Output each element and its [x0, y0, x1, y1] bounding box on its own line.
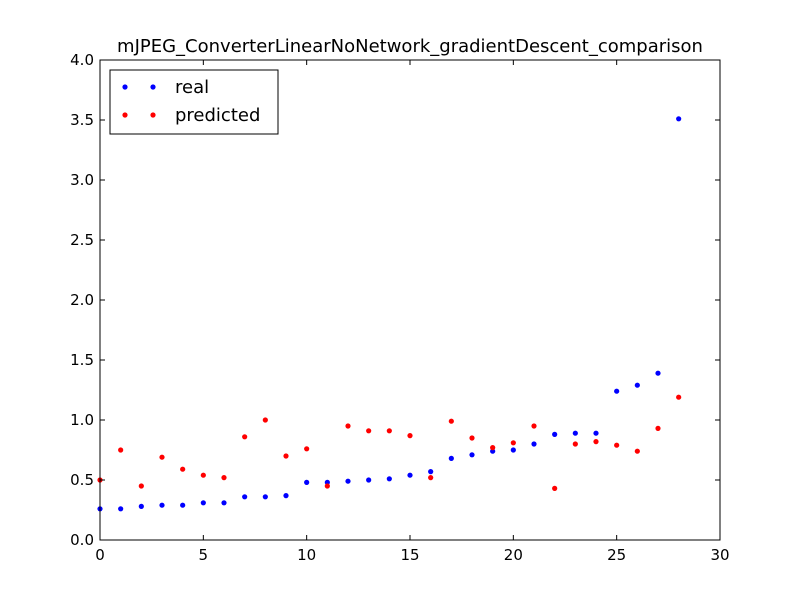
data-point-real — [490, 448, 496, 454]
data-point-predicted — [221, 475, 227, 481]
data-point-predicted — [490, 445, 496, 451]
x-tick-label: 0 — [95, 546, 105, 564]
x-tick-label: 10 — [297, 546, 316, 564]
data-point-predicted — [655, 425, 661, 431]
data-point-real — [634, 382, 640, 388]
y-tick-label: 2.5 — [70, 231, 94, 249]
data-point-real — [572, 430, 578, 436]
legend-box — [109, 69, 279, 135]
data-point-predicted — [138, 483, 144, 489]
data-point-real — [531, 441, 537, 447]
legend-label-real: real — [175, 77, 209, 98]
data-point-real — [138, 503, 144, 509]
data-point-real — [262, 494, 268, 500]
x-tick-label: 5 — [199, 546, 209, 564]
x-tick-label: 25 — [607, 546, 626, 564]
data-point-predicted — [572, 441, 578, 447]
y-tick-label: 3.0 — [70, 171, 94, 189]
data-point-predicted — [366, 428, 372, 434]
legend-marker-predicted — [150, 112, 156, 118]
y-tick-label: 1.0 — [70, 411, 94, 429]
data-point-real — [428, 469, 434, 475]
data-point-predicted — [118, 447, 124, 453]
data-point-real — [242, 494, 248, 500]
data-point-real — [324, 479, 330, 485]
data-point-predicted — [345, 423, 351, 429]
data-point-real — [552, 431, 558, 437]
x-tick-label: 15 — [400, 546, 419, 564]
data-point-real — [118, 506, 124, 512]
data-point-predicted — [386, 428, 392, 434]
data-point-real — [448, 455, 454, 461]
data-point-predicted — [407, 433, 413, 439]
data-point-predicted — [552, 485, 558, 491]
data-point-predicted — [159, 454, 165, 460]
y-tick-label: 3.5 — [70, 111, 94, 129]
data-point-predicted — [469, 435, 475, 441]
y-tick-label: 0.5 — [70, 471, 94, 489]
data-point-real — [614, 388, 620, 394]
data-point-predicted — [304, 446, 310, 452]
data-point-predicted — [448, 418, 454, 424]
data-point-real — [159, 502, 165, 508]
data-point-real — [283, 493, 289, 499]
legend-marker-predicted — [122, 112, 128, 118]
data-point-real — [221, 500, 227, 506]
data-point-predicted — [634, 448, 640, 454]
legend-label-predicted: predicted — [175, 105, 260, 126]
data-point-predicted — [324, 483, 330, 489]
data-point-real — [386, 476, 392, 482]
data-point-real — [676, 116, 682, 122]
series-real — [97, 116, 682, 512]
data-point-predicted — [676, 394, 682, 400]
data-point-real — [180, 502, 186, 508]
legend: real predicted — [109, 69, 279, 135]
data-point-predicted — [262, 417, 268, 423]
data-point-predicted — [180, 466, 186, 472]
data-point-predicted — [510, 440, 516, 446]
data-point-predicted — [428, 475, 434, 481]
y-tick-label: 2.0 — [70, 291, 94, 309]
data-point-real — [345, 478, 351, 484]
y-tick-label: 4.0 — [70, 51, 94, 69]
x-tick-label: 20 — [504, 546, 523, 564]
data-point-real — [366, 477, 372, 483]
data-point-real — [200, 500, 206, 506]
data-point-predicted — [283, 453, 289, 459]
data-point-real — [655, 370, 661, 376]
data-point-real — [407, 472, 413, 478]
data-point-real — [304, 479, 310, 485]
data-point-predicted — [593, 439, 599, 445]
y-tick-label: 0.0 — [70, 531, 94, 549]
data-point-real — [469, 452, 475, 458]
data-point-real — [593, 430, 599, 436]
x-tick-label: 30 — [710, 546, 729, 564]
legend-marker-real — [122, 84, 128, 90]
data-point-predicted — [614, 442, 620, 448]
data-point-predicted — [200, 472, 206, 478]
data-point-real — [510, 447, 516, 453]
data-point-predicted — [531, 423, 537, 429]
chart-title: mJPEG_ConverterLinearNoNetwork_gradientD… — [117, 36, 703, 57]
y-tick-label: 1.5 — [70, 351, 94, 369]
data-point-predicted — [242, 434, 248, 440]
legend-marker-real — [150, 84, 156, 90]
